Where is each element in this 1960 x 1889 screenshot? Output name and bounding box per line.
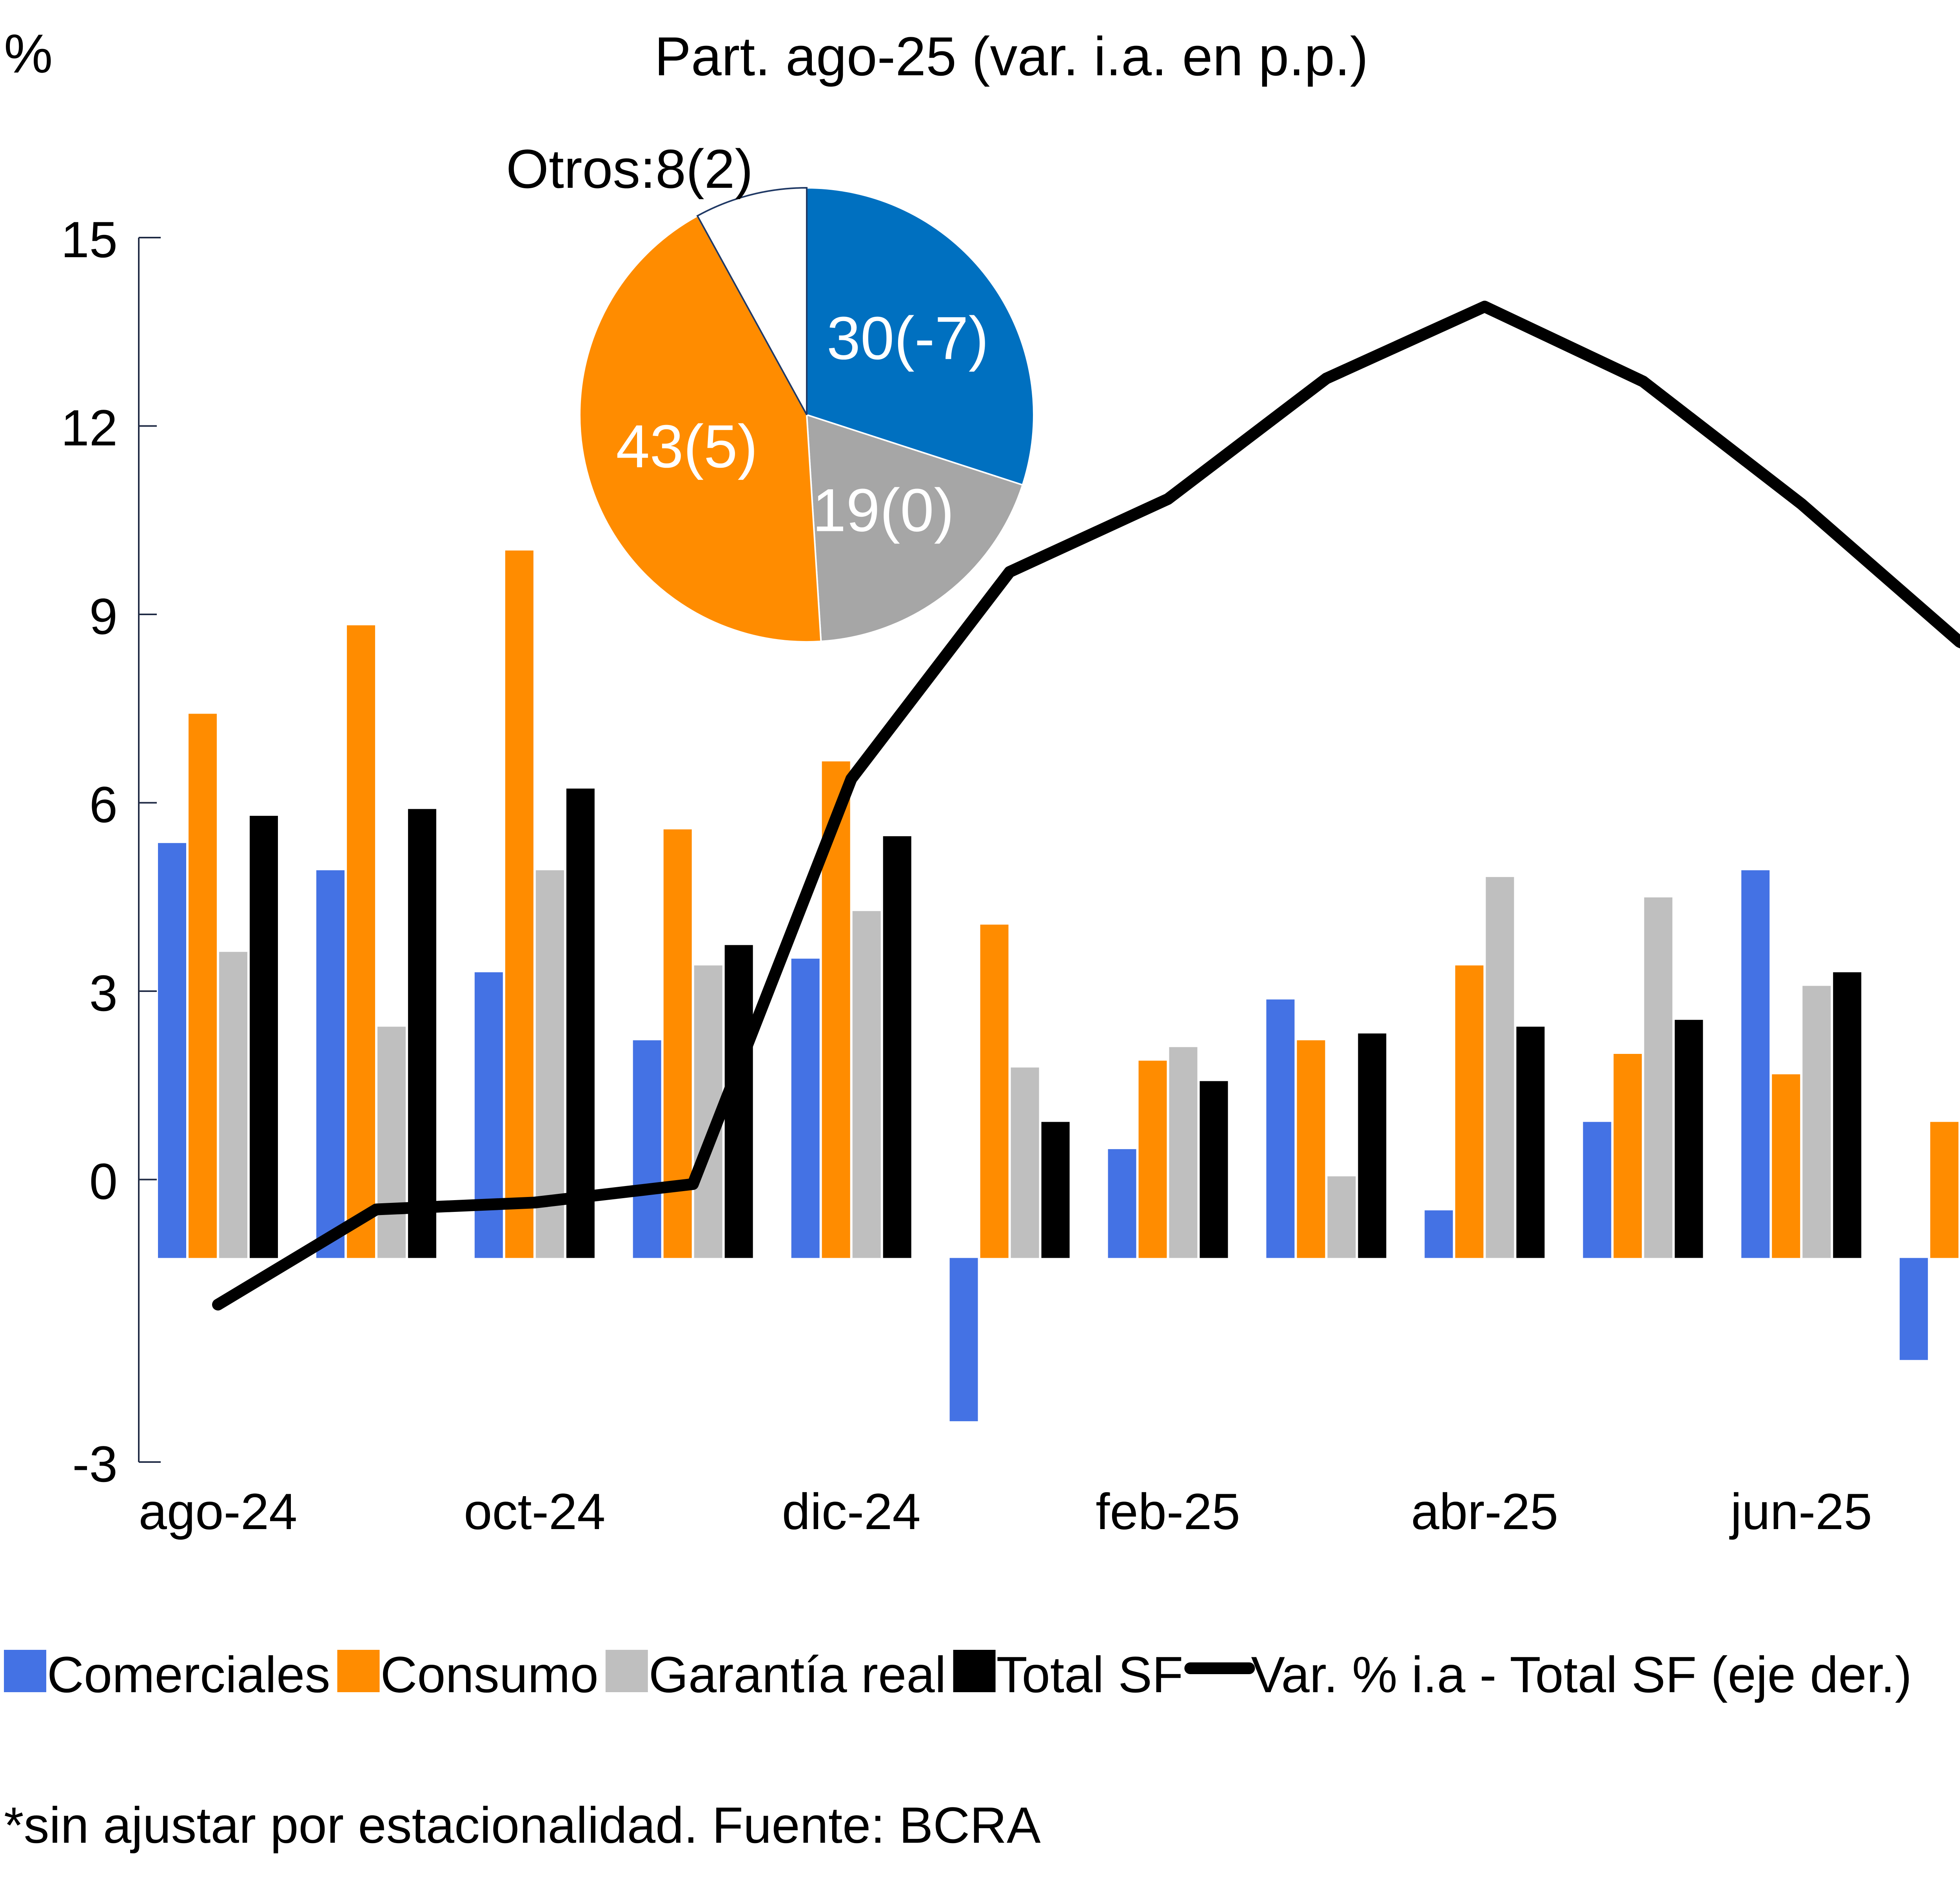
svg-text:-3: -3: [72, 1435, 118, 1493]
svg-text:%: %: [4, 23, 53, 84]
svg-text:dic-24: dic-24: [782, 1483, 921, 1540]
svg-text:43(5): 43(5): [616, 412, 758, 480]
svg-text:abr-25: abr-25: [1411, 1483, 1558, 1540]
svg-text:*sin ajustar por estacionalida: *sin ajustar por estacionalidad. Fuente:…: [4, 1796, 1041, 1854]
svg-text:Total SF: Total SF: [996, 1646, 1183, 1703]
svg-text:Part. ago-25 (var. i.a. en p.p: Part. ago-25 (var. i.a. en p.p.): [655, 25, 1368, 87]
svg-text:19(0): 19(0): [812, 476, 954, 544]
svg-text:3: 3: [89, 964, 118, 1022]
svg-text:12: 12: [61, 399, 118, 456]
svg-text:Otros:8(2): Otros:8(2): [506, 138, 753, 200]
svg-text:Garantía real: Garantía real: [649, 1646, 946, 1703]
svg-text:0: 0: [89, 1153, 118, 1210]
svg-text:feb-25: feb-25: [1096, 1483, 1240, 1540]
svg-text:Comerciales: Comerciales: [47, 1646, 330, 1703]
svg-text:ago-24: ago-24: [139, 1483, 298, 1540]
svg-text:15: 15: [61, 211, 118, 268]
svg-text:oct-24: oct-24: [464, 1483, 605, 1540]
svg-text:6: 6: [89, 776, 118, 833]
svg-text:jun-25: jun-25: [1729, 1483, 1872, 1540]
svg-text:30(-7): 30(-7): [827, 304, 989, 372]
svg-text:Consumo: Consumo: [380, 1646, 598, 1703]
svg-text:9: 9: [89, 588, 118, 645]
svg-text:Var. % i.a - Total SF (eje der: Var. % i.a - Total SF (eje der.): [1251, 1646, 1912, 1703]
